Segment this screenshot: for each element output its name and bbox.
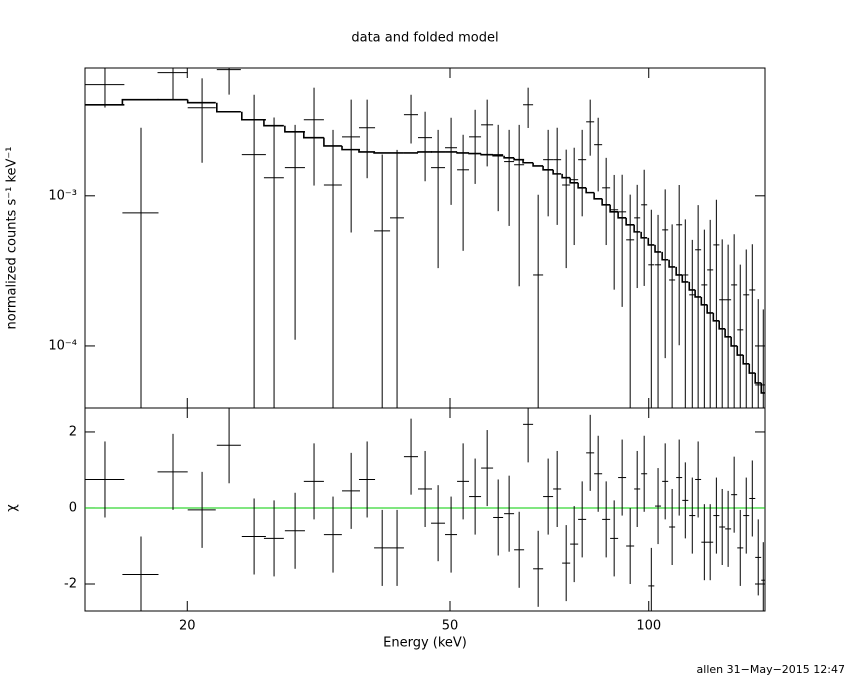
- model-step: [216, 102, 241, 113]
- model-step: [724, 328, 732, 338]
- model-step: [532, 162, 544, 167]
- model-step: [492, 154, 504, 157]
- frame: [84, 407, 766, 612]
- model-step: [617, 211, 627, 219]
- model-step: [712, 312, 720, 322]
- x-tick-label: 50: [442, 619, 459, 634]
- model-step: [503, 155, 515, 159]
- plot-area: [85, 68, 765, 408]
- model-step: [700, 296, 708, 306]
- model-step: [706, 304, 714, 314]
- model-step: [625, 217, 635, 226]
- model-step: [760, 382, 765, 394]
- y-axis-label: χ: [5, 504, 20, 512]
- x-tick-label: 20: [179, 619, 196, 634]
- model-step: [468, 152, 482, 155]
- model-step: [323, 137, 342, 147]
- model-step: [640, 231, 648, 239]
- model-step: [341, 145, 360, 151]
- model-step: [561, 173, 571, 179]
- y-axis-label: normalized counts s⁻¹ keV⁻¹: [5, 147, 20, 330]
- model-step: [241, 111, 266, 121]
- model-step: [303, 131, 324, 139]
- model-step: [263, 119, 284, 127]
- plot-area: [85, 408, 765, 611]
- model-step: [754, 373, 762, 384]
- model-step: [694, 289, 702, 298]
- model-step: [675, 266, 683, 276]
- model-step: [358, 149, 376, 153]
- y-tick-label: -2: [64, 577, 77, 592]
- model-step: [593, 192, 603, 200]
- model-step: [742, 355, 750, 365]
- model-step: [552, 169, 562, 175]
- model-step: [373, 151, 391, 154]
- model-step: [730, 336, 738, 347]
- x-tick-label: 100: [636, 619, 661, 634]
- model-step: [480, 153, 494, 156]
- y-tick-label: 10⁻³: [48, 188, 77, 203]
- model-step: [633, 224, 641, 233]
- model-step: [688, 281, 696, 291]
- model-step: [718, 320, 726, 330]
- model-step: [121, 98, 159, 105]
- model-step: [417, 151, 433, 153]
- model-step: [513, 157, 525, 161]
- model-step: [647, 237, 655, 246]
- model-step: [284, 125, 305, 133]
- y-tick-label: 0: [69, 500, 77, 515]
- footer: allen 31−May−2015 12:47: [697, 663, 845, 676]
- model-step: [661, 251, 669, 261]
- model-step: [186, 99, 216, 104]
- model-step: [456, 151, 470, 154]
- model-step: [522, 159, 534, 164]
- model-step: [601, 198, 611, 206]
- model-step: [654, 244, 662, 253]
- model-step: [542, 165, 554, 171]
- model-step: [736, 345, 744, 356]
- model-step: [748, 363, 756, 374]
- y-tick-label: 2: [69, 424, 77, 439]
- model-step: [585, 187, 595, 194]
- model-step: [681, 274, 689, 283]
- model-step: [577, 182, 587, 189]
- model-step: [668, 259, 676, 268]
- y-tick-label: 10⁻⁴: [48, 338, 77, 353]
- chart-title: data and folded model: [351, 31, 498, 46]
- model-step: [609, 204, 619, 213]
- x-axis-label: Energy (keV): [383, 636, 467, 651]
